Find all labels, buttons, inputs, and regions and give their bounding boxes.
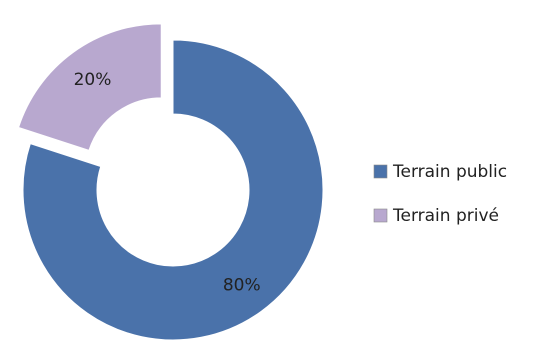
slices-group [17,23,324,341]
data-label-terrain-public: 80% [223,276,261,296]
legend-label-terrain-prive: Terrain privé [392,206,499,226]
legend-swatch-terrain-public [373,164,388,179]
legend-swatch-terrain-prive [373,208,388,223]
legend: Terrain public Terrain privé [373,162,507,226]
slice-terrain-public [22,39,324,341]
data-label-terrain-prive: 20% [74,70,112,90]
slice-terrain-prive [17,23,162,151]
legend-label-terrain-public: Terrain public [392,162,507,182]
slice-labels-group: 80% 20% [74,70,261,295]
